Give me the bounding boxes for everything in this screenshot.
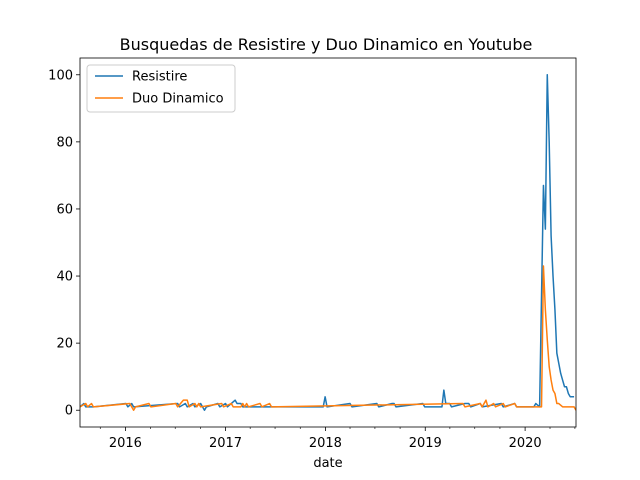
series-line-resistire — [80, 74, 575, 411]
axes-border — [79, 57, 577, 428]
legend-label: Duo Dinamico — [132, 92, 224, 107]
chart-title: Busquedas de Resistire y Duo Dinamico en… — [120, 35, 533, 54]
x-tick-label: 2020 — [509, 436, 542, 451]
legend-label: Resistire — [132, 70, 187, 85]
legend-box — [86, 64, 236, 113]
y-tick-label: 80 — [56, 135, 73, 150]
series-line-duo-dinamico — [80, 265, 576, 411]
plot-area — [79, 57, 577, 428]
y-tick-label: 40 — [56, 270, 73, 285]
y-tick-label: 100 — [48, 68, 73, 83]
y-tick-label: 20 — [56, 337, 73, 352]
x-axis-label: date — [313, 456, 342, 471]
y-axis: 0 20 40 60 80 100 — [48, 68, 80, 419]
y-tick-label: 60 — [56, 202, 73, 217]
x-axis: 2016 2017 2018 2019 2020 — [99, 427, 576, 451]
x-tick-label: 2016 — [109, 436, 142, 451]
legend: Resistire Duo Dinamico — [86, 64, 236, 113]
axes-frame — [79, 57, 577, 428]
x-tick-label: 2018 — [309, 436, 342, 451]
x-tick-label: 2019 — [409, 436, 442, 451]
x-tick-label: 2017 — [209, 436, 242, 451]
y-tick-label: 0 — [65, 404, 73, 419]
series-lines — [80, 74, 576, 411]
